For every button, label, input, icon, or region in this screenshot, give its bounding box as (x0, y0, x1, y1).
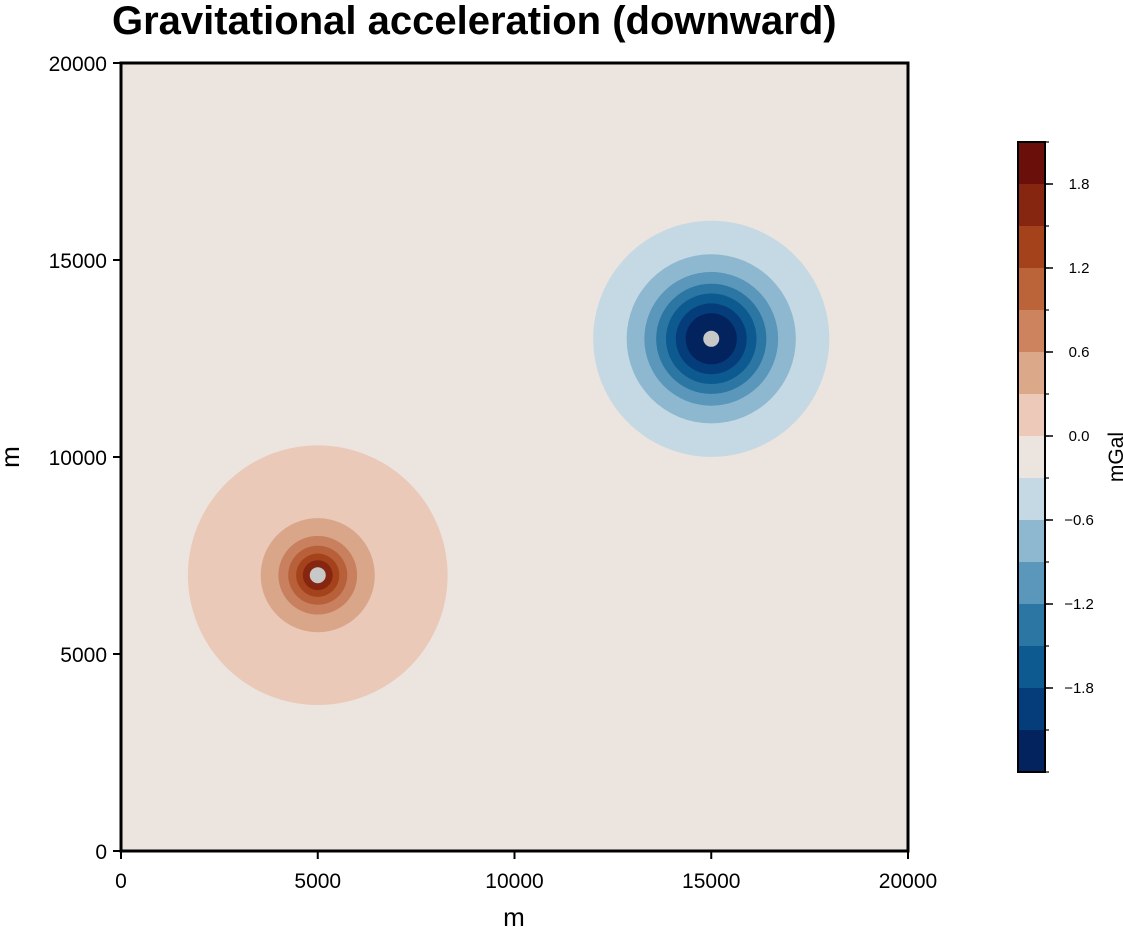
y-tick-label: 10000 (49, 447, 107, 470)
colorbar-tick-label: 0.0 (1069, 428, 1090, 445)
colorbar-tick-label: 0.6 (1069, 344, 1090, 361)
anomaly-negative-peak-marker (703, 330, 720, 347)
x-axis: 0 5000 10000 15000 20000 (115, 851, 937, 893)
y-axis: 0 5000 10000 15000 20000 (49, 53, 121, 864)
y-axis-label: m (0, 446, 25, 468)
colorbar-segment (1018, 142, 1045, 185)
colorbar-segment (1018, 520, 1045, 563)
colorbar-segment (1018, 352, 1045, 395)
colorbar-segment (1018, 184, 1045, 227)
x-tick-label: 15000 (682, 870, 740, 893)
colorbar-tick-label: −1.2 (1064, 596, 1094, 613)
colorbar-segment (1018, 268, 1045, 311)
x-tick-label: 5000 (294, 870, 341, 893)
colorbar-segment (1018, 226, 1045, 269)
colorbar: −1.8 −1.2 −0.6 0.0 0.6 1.2 1.8 (1017, 141, 1094, 773)
plot-background (121, 63, 908, 851)
anomaly-negative (593, 220, 830, 457)
colorbar-label: mGal (1105, 432, 1123, 482)
y-tick-label: 20000 (49, 53, 107, 76)
y-tick-label: 5000 (60, 644, 107, 667)
colorbar-tick-label: −1.8 (1064, 680, 1094, 697)
colorbar-segment (1018, 562, 1045, 605)
colorbar-segment (1018, 310, 1045, 353)
colorbar-segment (1018, 436, 1045, 479)
plot-area (119, 61, 910, 853)
colorbar-tick-label: 1.8 (1069, 176, 1090, 193)
y-tick-label: 0 (95, 841, 107, 864)
colorbar-segment (1018, 478, 1045, 521)
x-tick-label: 0 (115, 870, 127, 893)
x-tick-label: 10000 (485, 870, 543, 893)
colorbar-segment (1018, 688, 1045, 731)
colorbar-tick-label: 1.2 (1069, 260, 1090, 277)
x-axis-label: m (503, 902, 525, 927)
chart-title: Gravitational acceleration (downward) (112, 0, 837, 43)
anomaly-positive-peak-marker (309, 567, 326, 584)
colorbar-segment (1018, 730, 1045, 773)
y-tick-label: 15000 (49, 250, 107, 273)
colorbar-segment (1018, 604, 1045, 647)
x-tick-label: 20000 (879, 870, 937, 893)
colorbar-segment (1018, 646, 1045, 689)
colorbar-segment (1018, 394, 1045, 437)
colorbar-tick-label: −0.6 (1064, 512, 1094, 529)
colorbar-frame (1017, 141, 1046, 773)
anomaly-positive (187, 445, 448, 706)
